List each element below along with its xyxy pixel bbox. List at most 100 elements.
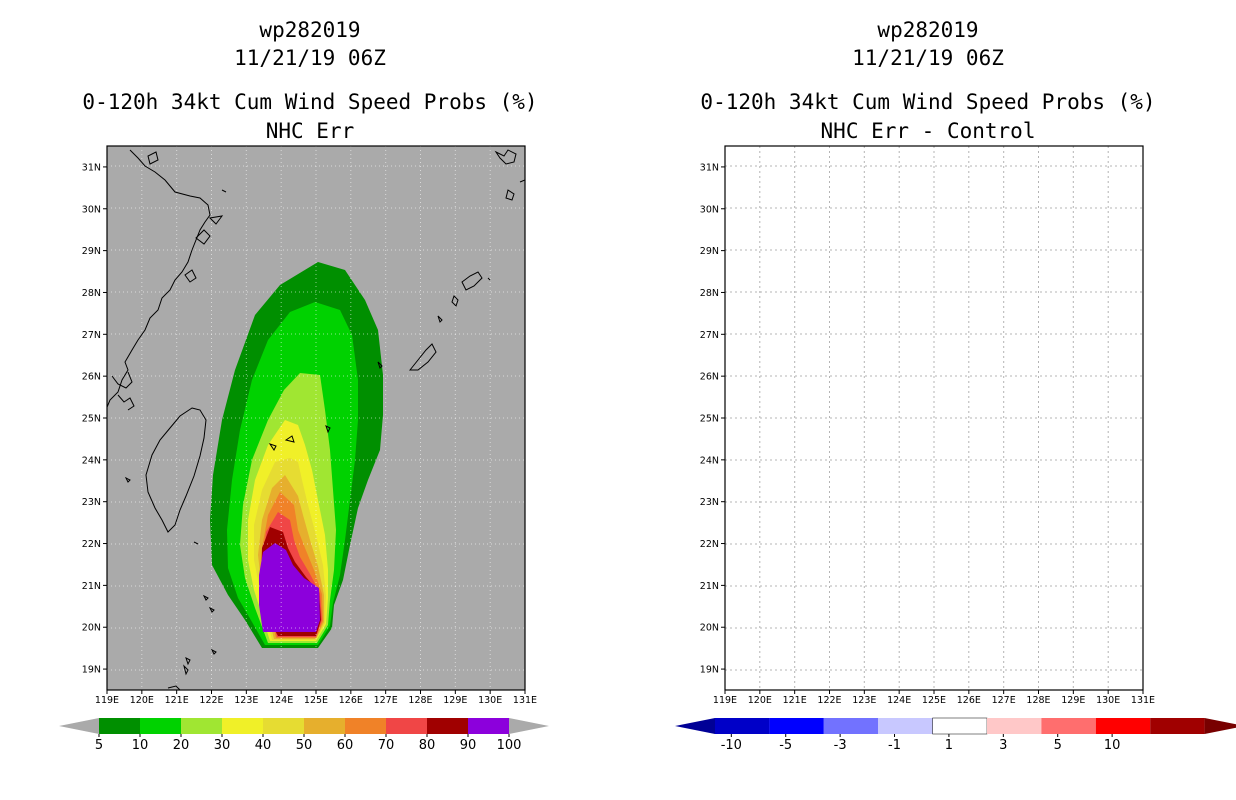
coastline-segment [111, 371, 133, 389]
y-tick-label-30N: 30N [82, 204, 101, 215]
colorbar-label--10: -10 [721, 738, 742, 753]
coastline-segment [107, 149, 211, 409]
left-title-subtitle: NHC Err [265, 119, 355, 143]
left-gridlines [107, 146, 525, 690]
x-tick-label-123E: 123E [852, 695, 876, 706]
colorbar-label-60: 60 [337, 738, 354, 753]
x-tick-label-119E: 119E [95, 695, 119, 706]
y-tick-label-21N: 21N [700, 581, 719, 592]
island-coastline [202, 594, 209, 601]
y-tick-label-27N: 27N [700, 330, 719, 341]
y-tick-label-20N: 20N [700, 623, 719, 634]
x-tick-label-124E: 124E [269, 695, 293, 706]
right-title-subtitle: NHC Err - Control [820, 119, 1036, 143]
colorbar-label-100: 100 [497, 738, 522, 753]
island-coastline [185, 657, 191, 666]
x-tick-label-130E: 130E [478, 695, 502, 706]
right-title-product: 0-120h 34kt Cum Wind Speed Probs (%) [700, 90, 1156, 114]
right-axis-labels: 119E 120E 121E 122E 123E 124E 125E 126E 127E 128E… [700, 162, 1155, 706]
island-coastline [284, 435, 295, 443]
x-tick-label-124E: 124E [887, 695, 911, 706]
colorbar-label-3: 3 [999, 738, 1007, 753]
colorbar-label-20: 20 [173, 738, 190, 753]
y-tick-label-30N: 30N [700, 204, 719, 215]
colorbar-right-arrow [1204, 718, 1236, 734]
right-map-panel: 119E 120E 121E 122E 123E 124E 125E 126E 127E 128E… [700, 145, 1155, 706]
y-tick-label-27N: 27N [82, 330, 101, 341]
x-tick-label-129E: 129E [1061, 695, 1085, 706]
coastline-segment [208, 215, 224, 225]
coastline-segment [519, 179, 525, 183]
colorbar-label-50: 50 [296, 738, 313, 753]
x-tick-label-127E: 127E [374, 695, 398, 706]
x-tick-label-130E: 130E [1096, 695, 1120, 706]
x-tick-label-125E: 125E [304, 695, 328, 706]
y-tick-label-25N: 25N [700, 414, 719, 425]
x-tick-label-128E: 128E [408, 695, 432, 706]
x-tick-label-121E: 121E [165, 695, 189, 706]
left-probability-contours [210, 262, 383, 648]
coastline-segment [221, 189, 227, 193]
right-title-storm: wp282019 [877, 18, 979, 42]
y-tick-label-31N: 31N [700, 162, 719, 173]
left-title-time: 11/21/19 06Z [234, 46, 386, 70]
colorbar-swatch-4 [932, 717, 988, 735]
x-tick-label-122E: 122E [817, 695, 841, 706]
y-tick-label-23N: 23N [82, 497, 101, 508]
island-coastline [268, 443, 277, 451]
y-tick-label-24N: 24N [82, 455, 101, 466]
y-tick-label-21N: 21N [82, 581, 101, 592]
x-tick-label-126E: 126E [339, 695, 363, 706]
x-tick-label-119E: 119E [713, 695, 737, 706]
y-tick-label-23N: 23N [700, 497, 719, 508]
x-tick-label-127E: 127E [992, 695, 1016, 706]
y-tick-label-20N: 20N [82, 623, 101, 634]
colorbar-swatch-3 [878, 718, 933, 734]
colorbar-label-90: 90 [460, 738, 477, 753]
colorbar-label-80: 80 [419, 738, 436, 753]
colorbar-swatch-6 [345, 718, 386, 734]
colorbar-swatch-5 [987, 718, 1042, 734]
taiwan-coastline [145, 407, 207, 533]
colorbar-label-1: 1 [945, 738, 953, 753]
colorbar-swatch-1 [769, 718, 824, 734]
colorbar-label--5: -5 [779, 738, 792, 753]
island-coastline [208, 606, 215, 613]
colorbar-label-5: 5 [1054, 738, 1062, 753]
x-tick-label-125E: 125E [922, 695, 946, 706]
island-coastline [124, 476, 131, 483]
y-tick-label-29N: 29N [82, 246, 101, 257]
coastline-segment [195, 229, 211, 245]
x-tick-label-129E: 129E [443, 695, 467, 706]
coastline-segment [505, 189, 515, 201]
colorbar-swatch-0 [715, 718, 770, 734]
colorbar-right-arrow [509, 718, 549, 734]
colorbar-swatch-8 [1150, 718, 1205, 734]
colorbar-swatch-6 [1041, 718, 1096, 734]
colorbar-label-10: 10 [132, 738, 149, 753]
colorbar-swatch-9 [468, 718, 509, 734]
colorbar-label-10: 10 [1104, 738, 1121, 753]
island-coastline [461, 271, 483, 291]
island-coastline [183, 664, 189, 676]
colorbar-swatch-2 [823, 718, 879, 734]
colorbar-swatch-8 [427, 718, 468, 734]
island-coastline [408, 343, 437, 371]
y-tick-label-25N: 25N [82, 414, 101, 425]
right-gridlines [725, 146, 1143, 690]
colorbar-swatch-0 [99, 718, 140, 734]
colorbar-label--1: -1 [888, 738, 901, 753]
colorbar-label-30: 30 [214, 738, 231, 753]
coastline-segment [184, 269, 197, 283]
coastline-segment [117, 394, 135, 411]
colorbar-label-5: 5 [95, 738, 103, 753]
x-tick-label-120E: 120E [748, 695, 772, 706]
colorbar-label--3: -3 [834, 738, 847, 753]
y-tick-label-26N: 26N [700, 372, 719, 383]
right-title-time: 11/21/19 06Z [852, 46, 1004, 70]
island-coastline [167, 685, 181, 690]
y-tick-label-26N: 26N [82, 372, 101, 383]
y-tick-label-31N: 31N [82, 162, 101, 173]
left-axis-labels: 119E 120E 121E 122E 123E 124E 125E 126E 127E 128E… [82, 162, 537, 706]
colorbar-swatch-7 [386, 718, 427, 734]
